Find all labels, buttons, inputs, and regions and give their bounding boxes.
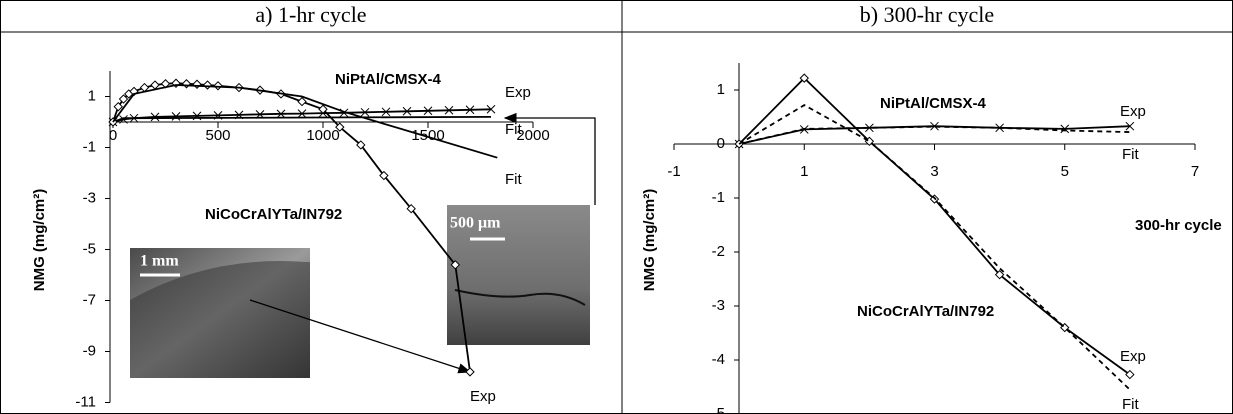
x-tick-label: 500 (205, 127, 230, 144)
point (276, 109, 286, 119)
y-tick-label: -7 (83, 291, 96, 308)
series-line (738, 125, 1130, 145)
inset-crack (454, 289, 586, 306)
point (486, 104, 496, 114)
point (202, 80, 213, 90)
arrow (249, 299, 472, 374)
series-line (738, 76, 1131, 376)
y-axis-label: NMG (mg/cm²) (641, 189, 658, 292)
point (150, 80, 160, 90)
y-tick-label: -5 (712, 405, 725, 414)
point (381, 107, 391, 117)
point (213, 81, 223, 91)
y-tick-label: 1 (88, 87, 96, 104)
point (181, 79, 192, 89)
y-axis-label: NMG (mg/cm²) (31, 189, 48, 292)
point (379, 170, 389, 181)
point (799, 73, 809, 83)
point (318, 104, 328, 114)
annotation: Exp (1120, 103, 1146, 120)
point (1125, 121, 1135, 131)
point (994, 269, 1005, 280)
point (119, 115, 128, 124)
header: b) 300-hr cycle (860, 2, 994, 27)
point (297, 96, 307, 107)
series-line (112, 116, 492, 123)
header: a) 1-hr cycle (255, 2, 366, 27)
series-line (738, 125, 1130, 145)
annotation: Fit (1122, 396, 1139, 413)
y-tick-label: -3 (83, 189, 96, 206)
y-tick-label: -5 (83, 240, 96, 257)
point (150, 112, 160, 122)
x-tick-label: 1 (800, 163, 808, 180)
point (356, 140, 366, 150)
point (423, 106, 433, 116)
x-tick-label: -1 (667, 163, 680, 180)
point (1125, 369, 1135, 380)
annotation: NiCoCrAlYTa/IN792 (857, 303, 994, 320)
annotation: 300-hr cycle (1135, 217, 1222, 234)
y-tick-label: -11 (75, 393, 96, 410)
point (465, 105, 475, 115)
point (171, 112, 181, 121)
annotation: Exp (470, 388, 496, 405)
y-tick-label: -2 (712, 243, 725, 260)
series-line (112, 108, 492, 123)
series-line (112, 84, 498, 159)
x-tick-label: 1000 (306, 127, 339, 144)
arrow (503, 112, 596, 205)
point (1060, 124, 1070, 134)
point (297, 109, 307, 118)
annotation: Fit (505, 121, 522, 138)
inset-label: 1 mm (140, 253, 179, 270)
point (444, 105, 454, 115)
y-tick-label: -1 (712, 189, 725, 206)
x-tick-label: 3 (930, 163, 938, 180)
annotation: Fit (505, 171, 522, 188)
inset-label: 500 μm (450, 215, 501, 232)
annotation: Exp (1120, 348, 1146, 365)
annotation: NiCoCrAlYTa/IN792 (205, 206, 342, 223)
point (865, 123, 874, 133)
point (335, 122, 345, 132)
point (118, 94, 129, 104)
annotation: NiPtAl/CMSX-4 (335, 71, 442, 88)
y-tick-label: -3 (712, 297, 725, 314)
y-tick-label: 0 (717, 135, 725, 152)
y-tick-label: -9 (83, 342, 96, 359)
point (113, 101, 123, 112)
point (930, 121, 939, 131)
x-tick-label: 0 (109, 127, 117, 144)
inset-texture (130, 261, 310, 378)
annotation: NiPtAl/CMSX-4 (880, 95, 987, 112)
point (450, 260, 461, 270)
x-tick-label: 2000 (516, 127, 549, 144)
point (192, 79, 202, 89)
point (406, 203, 416, 214)
y-tick-label: -1 (83, 138, 96, 155)
x-tick-label: 1500 (411, 127, 444, 144)
series-line (738, 104, 1131, 391)
point (402, 106, 412, 116)
y-tick-label: 1 (717, 81, 725, 98)
point (465, 367, 475, 377)
point (360, 107, 370, 117)
x-tick-label: 5 (1061, 163, 1069, 180)
y-tick-label: -4 (712, 351, 725, 368)
inset-image (447, 205, 590, 345)
annotation: Exp (505, 84, 531, 101)
x-tick-label: 7 (1191, 163, 1199, 180)
annotation: Fit (1122, 146, 1139, 163)
